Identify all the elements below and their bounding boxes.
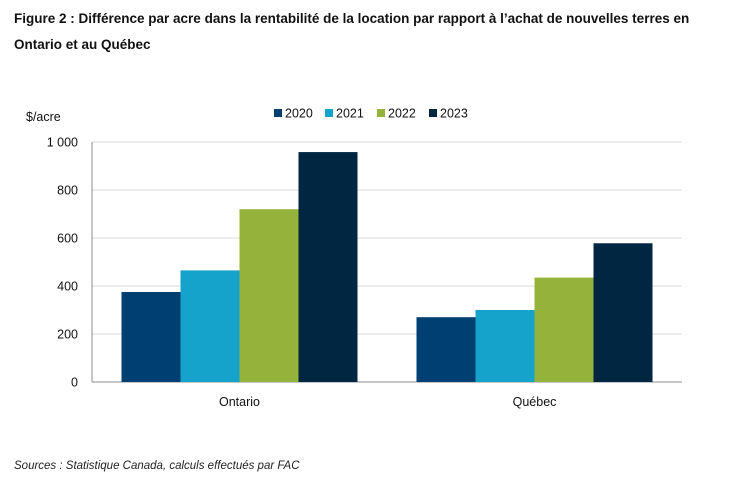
bar-2020-ontario [121,292,181,382]
legend-swatch-2020 [274,109,282,117]
y-tick-label: 800 [57,184,78,198]
bar-2021-ontario [180,270,240,382]
legend-label-2022: 2022 [388,107,416,121]
figure-title: Figure 2 : Différence par acre dans la r… [14,11,690,52]
bar-2023-quebec [593,243,653,382]
y-tick-label: 0 [71,376,78,390]
legend-swatch-2022 [377,109,385,117]
y-tick-label: 400 [57,280,78,294]
bar-2023-ontario [298,152,358,382]
y-axis-label: $/acre [26,110,61,124]
bar-2020-quebec [416,317,476,382]
bar-2022-ontario [239,209,299,382]
y-tick-label: 200 [57,328,78,342]
source-note: Sources : Statistique Canada, calculs ef… [14,460,300,472]
bar-2021-quebec [475,310,535,382]
legend-swatch-2023 [429,109,437,117]
legend-label-2023: 2023 [440,107,468,121]
x-tick-label: Ontario [219,395,260,409]
y-tick-label: 1 000 [47,136,78,150]
x-tick-label: Québec [513,395,557,409]
legend-label-2020: 2020 [285,107,313,121]
y-tick-label: 600 [57,232,78,246]
legend-swatch-2021 [325,109,333,117]
legend-label-2021: 2021 [336,107,364,121]
bar-2022-quebec [534,277,594,382]
